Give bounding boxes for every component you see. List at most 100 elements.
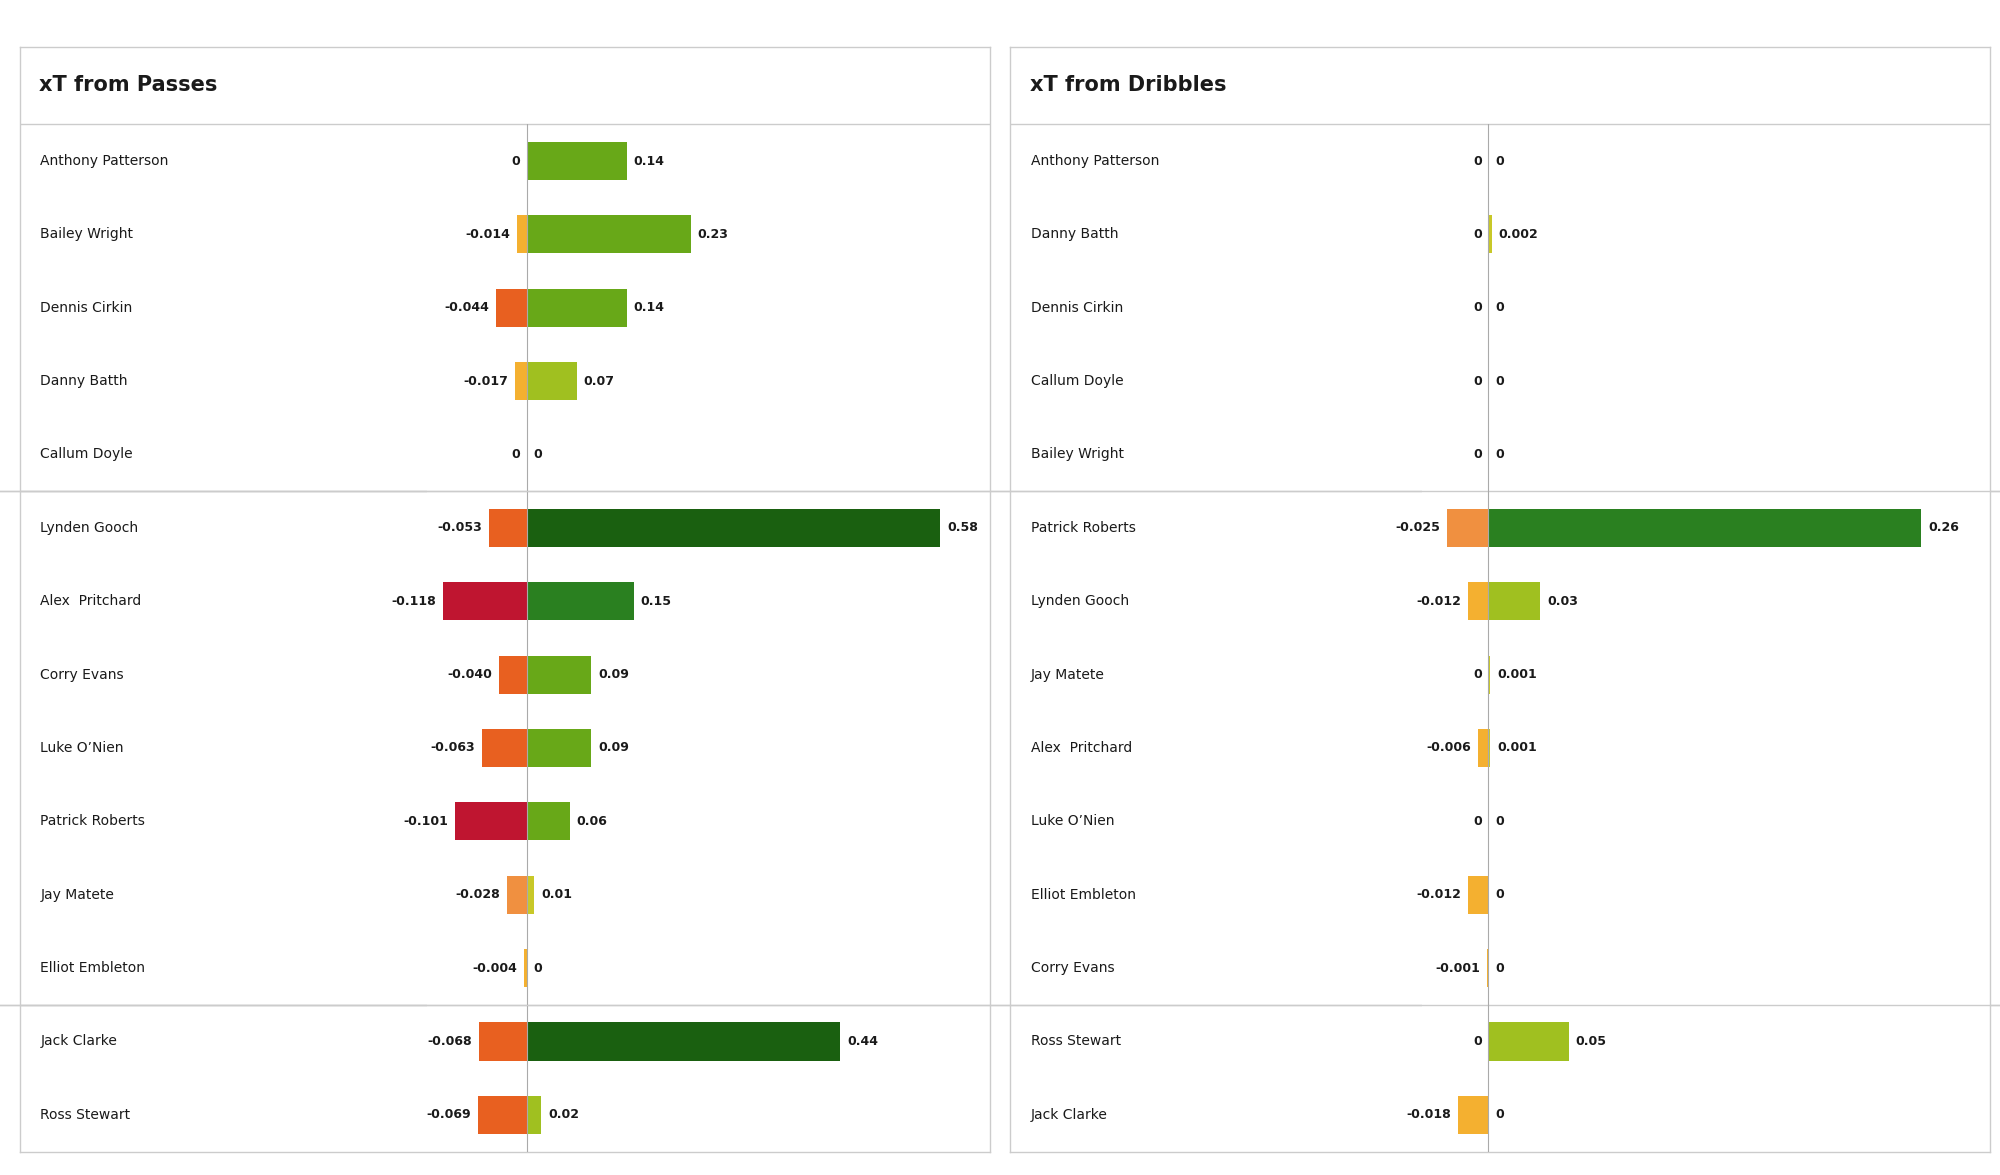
Text: 0: 0 — [1472, 1035, 1482, 1048]
Text: Jay Matete: Jay Matete — [40, 887, 114, 901]
Text: -0.044: -0.044 — [444, 301, 490, 314]
Text: Luke O’Nien: Luke O’Nien — [1030, 814, 1114, 828]
Text: 0.44: 0.44 — [848, 1035, 878, 1048]
Text: 0.14: 0.14 — [634, 154, 664, 168]
Text: xT from Passes: xT from Passes — [40, 75, 218, 95]
Text: Bailey Wright: Bailey Wright — [40, 228, 134, 241]
Text: 0: 0 — [1496, 814, 1504, 828]
Text: Jay Matete: Jay Matete — [1030, 667, 1104, 682]
Bar — [528, 142, 626, 180]
Bar — [1458, 1096, 1488, 1134]
Text: 0.02: 0.02 — [548, 1108, 580, 1121]
Bar — [1488, 215, 1492, 254]
Text: 0.002: 0.002 — [1498, 228, 1538, 241]
Bar — [508, 875, 528, 914]
Text: Ross Stewart: Ross Stewart — [40, 1108, 130, 1122]
Bar — [528, 289, 626, 327]
Text: Elliot Embleton: Elliot Embleton — [40, 961, 146, 975]
Text: 0.15: 0.15 — [640, 595, 672, 607]
Text: Corry Evans: Corry Evans — [1030, 961, 1114, 975]
Text: Danny Batth: Danny Batth — [40, 374, 128, 388]
Text: 0: 0 — [1496, 301, 1504, 314]
Text: Anthony Patterson: Anthony Patterson — [1030, 154, 1158, 168]
Text: 0: 0 — [1496, 888, 1504, 901]
Text: 0: 0 — [534, 961, 542, 974]
Text: Dennis Cirkin: Dennis Cirkin — [40, 301, 132, 315]
Text: 0: 0 — [1472, 448, 1482, 461]
Bar — [518, 215, 528, 254]
Bar — [528, 362, 576, 401]
Text: Lynden Gooch: Lynden Gooch — [1030, 595, 1128, 609]
Bar — [1488, 509, 1922, 546]
Text: 0.001: 0.001 — [1496, 669, 1536, 682]
Text: 0.23: 0.23 — [698, 228, 728, 241]
Text: Alex  Pritchard: Alex Pritchard — [40, 595, 142, 609]
Text: 0: 0 — [1472, 814, 1482, 828]
Text: Bailey Wright: Bailey Wright — [1030, 448, 1124, 462]
Text: -0.018: -0.018 — [1406, 1108, 1452, 1121]
Text: 0: 0 — [1472, 669, 1482, 682]
Text: Callum Doyle: Callum Doyle — [40, 448, 132, 462]
Bar — [496, 289, 528, 327]
Bar — [482, 728, 528, 767]
Bar — [1478, 728, 1488, 767]
Bar — [456, 803, 528, 840]
Text: -0.053: -0.053 — [438, 522, 482, 535]
Text: 0: 0 — [512, 154, 520, 168]
Text: 0.09: 0.09 — [598, 669, 628, 682]
Text: -0.069: -0.069 — [426, 1108, 472, 1121]
Text: -0.001: -0.001 — [1436, 961, 1480, 974]
Text: Patrick Roberts: Patrick Roberts — [1030, 521, 1136, 535]
Text: -0.006: -0.006 — [1426, 741, 1472, 754]
Bar — [490, 509, 528, 546]
Bar — [1488, 1022, 1568, 1061]
Text: 0.09: 0.09 — [598, 741, 628, 754]
Text: -0.101: -0.101 — [404, 814, 448, 828]
Text: 0.01: 0.01 — [540, 888, 572, 901]
Text: 0.14: 0.14 — [634, 301, 664, 314]
Text: -0.004: -0.004 — [472, 961, 518, 974]
Text: 0: 0 — [1496, 1108, 1504, 1121]
Bar — [528, 728, 592, 767]
Text: -0.040: -0.040 — [446, 669, 492, 682]
Bar — [528, 875, 534, 914]
Bar — [524, 949, 528, 987]
Bar — [498, 656, 528, 693]
Bar — [528, 656, 592, 693]
Text: 0.05: 0.05 — [1576, 1035, 1606, 1048]
Text: 0: 0 — [1496, 154, 1504, 168]
Bar — [1468, 582, 1488, 620]
Bar — [444, 582, 528, 620]
Text: 0: 0 — [534, 448, 542, 461]
Text: -0.063: -0.063 — [430, 741, 476, 754]
Text: 0: 0 — [1472, 375, 1482, 388]
Text: 0.001: 0.001 — [1496, 741, 1536, 754]
Text: -0.017: -0.017 — [464, 375, 508, 388]
Text: Corry Evans: Corry Evans — [40, 667, 124, 682]
Text: 0.07: 0.07 — [584, 375, 614, 388]
Bar — [1446, 509, 1488, 546]
Text: 0.26: 0.26 — [1928, 522, 1960, 535]
Text: 0: 0 — [1472, 301, 1482, 314]
Text: -0.028: -0.028 — [456, 888, 500, 901]
Text: 0.58: 0.58 — [946, 522, 978, 535]
Text: -0.014: -0.014 — [466, 228, 510, 241]
Text: 0: 0 — [1472, 228, 1482, 241]
Text: Danny Batth: Danny Batth — [1030, 228, 1118, 241]
Bar — [1488, 582, 1540, 620]
Text: -0.068: -0.068 — [428, 1035, 472, 1048]
Text: -0.025: -0.025 — [1394, 522, 1440, 535]
Bar — [528, 582, 634, 620]
Text: 0: 0 — [512, 448, 520, 461]
Text: 0.06: 0.06 — [576, 814, 608, 828]
Text: Luke O’Nien: Luke O’Nien — [40, 741, 124, 756]
Text: -0.118: -0.118 — [392, 595, 436, 607]
Text: Elliot Embleton: Elliot Embleton — [1030, 887, 1136, 901]
Text: Jack Clarke: Jack Clarke — [1030, 1108, 1108, 1122]
Bar — [514, 362, 528, 401]
Text: Patrick Roberts: Patrick Roberts — [40, 814, 146, 828]
Bar — [528, 215, 690, 254]
Text: 0: 0 — [1496, 375, 1504, 388]
Text: 0: 0 — [1496, 961, 1504, 974]
Text: -0.012: -0.012 — [1416, 888, 1462, 901]
